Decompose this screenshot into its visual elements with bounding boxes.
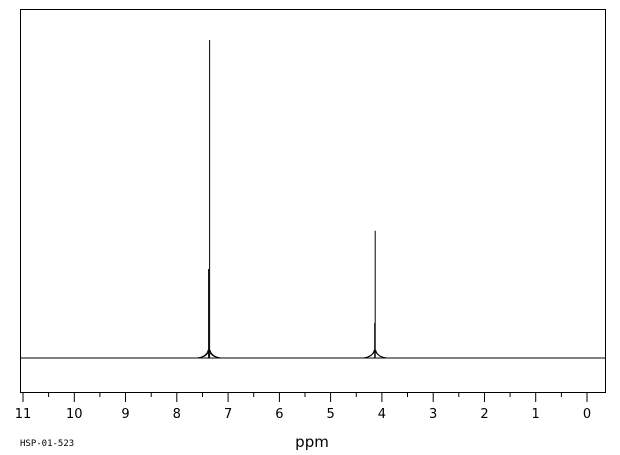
spectrum-code: HSP-01-523 (20, 439, 74, 449)
x-tick-label: 1 (532, 407, 540, 422)
x-tick-label: 11 (15, 407, 32, 422)
peak-base (196, 349, 221, 359)
x-axis-label: ppm (295, 433, 329, 451)
peak-base (362, 349, 387, 359)
x-tick-label: 3 (429, 407, 437, 422)
x-tick-label: 8 (173, 407, 181, 422)
x-tick-label: 2 (480, 407, 488, 422)
x-tick-label: 6 (275, 407, 283, 422)
x-tick-label: 4 (378, 407, 386, 422)
peaks-layer (196, 40, 388, 359)
x-tick-label: 5 (326, 407, 334, 422)
x-tick-label: 9 (121, 407, 129, 422)
x-axis-ticks: 11 10 9 8 7 6 5 4 3 2 1 0 (15, 392, 591, 422)
x-tick-label: 0 (583, 407, 591, 422)
plot-frame (20, 9, 606, 393)
x-tick-label: 10 (66, 407, 83, 422)
x-tick-label: 7 (224, 407, 232, 422)
